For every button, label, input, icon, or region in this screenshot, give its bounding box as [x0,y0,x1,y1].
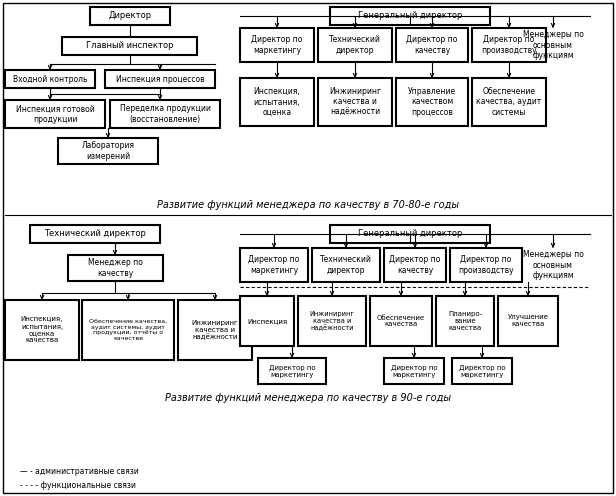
Text: Входной контроль: Входной контроль [13,74,87,83]
Text: Переделка продукции
(восстановление): Переделка продукции (восстановление) [120,104,211,124]
Text: Главный инспектор: Главный инспектор [86,42,173,51]
Text: Управление
качеством
процессов: Управление качеством процессов [408,87,456,117]
Bar [318,28,392,62]
Bar [240,296,294,346]
Text: Директор по
маркетингу: Директор по маркетингу [248,255,300,275]
Bar [384,358,444,384]
Bar [5,100,105,128]
Bar [240,28,314,62]
Text: Директор по
маркетингу: Директор по маркетингу [251,35,302,55]
Text: Директор: Директор [108,11,152,20]
Bar [258,358,326,384]
Text: Планиро-
вание
качества: Планиро- вание качества [448,311,482,331]
Bar [472,78,546,126]
Bar [82,300,174,360]
Bar [5,70,95,88]
Bar [436,296,494,346]
Bar [178,300,252,360]
Text: Менеджеры по
основным
функциям: Менеджеры по основным функциям [522,250,583,280]
Text: Технический
директор: Технический директор [329,35,381,55]
Text: Генеральный директор: Генеральный директор [358,11,462,20]
Bar [105,70,215,88]
Bar [298,296,366,346]
Text: Лаборатория
измерений: Лаборатория измерений [81,141,134,161]
Bar [396,28,468,62]
Text: Директор по
производству: Директор по производству [458,255,514,275]
Text: Развитие функций менеджера по качеству в 90-е годы: Развитие функций менеджера по качеству в… [165,393,451,403]
Bar [452,358,512,384]
Text: Обеспечение качества,
аудит системы, аудит
продукции, отчёты о
качестве: Обеспечение качества, аудит системы, ауд… [89,319,167,341]
Text: Директор по
качеству: Директор по качеству [389,255,440,275]
Text: Генеральный директор: Генеральный директор [358,230,462,239]
Text: Инспекция,
испытания,
оценка: Инспекция, испытания, оценка [254,87,301,117]
Text: Улучшение
качества: Улучшение качества [508,314,548,327]
Text: Инспекция,
испытания,
оценка
качества: Инспекция, испытания, оценка качества [21,316,63,344]
Bar [240,78,314,126]
Text: Директор по
маркетингу: Директор по маркетингу [269,365,315,377]
Bar [312,248,380,282]
Text: - - - - функциональные связи: - - - - функциональные связи [20,482,136,491]
Text: Инжиниринг
качества и
надёжности: Инжиниринг качества и надёжности [192,319,238,340]
Text: Директор по
производству: Директор по производству [481,35,537,55]
Bar [5,300,79,360]
Text: Обеспечение
качества, аудит
системы: Обеспечение качества, аудит системы [476,87,541,117]
Text: Инспекция готовой
продукции: Инспекция готовой продукции [15,104,94,124]
Bar [472,28,546,62]
Text: Директор по
качеству: Директор по качеству [407,35,458,55]
Text: Директор по
маркетингу: Директор по маркетингу [391,365,437,377]
Text: Инспекция: Инспекция [247,318,287,324]
Bar [450,248,522,282]
Bar [370,296,432,346]
Text: Инжиниринг
качества и
надёжности: Инжиниринг качества и надёжности [310,310,354,331]
Text: Развитие функций менеджера по качеству в 70-80-е годы: Развитие функций менеджера по качеству в… [157,200,459,210]
Bar [62,37,197,55]
Text: Менеджер по
качеству: Менеджер по качеству [88,258,143,278]
Text: Менеджеры по
основным
функциям: Менеджеры по основным функциям [522,30,583,60]
Bar [68,255,163,281]
Bar [58,138,158,164]
Text: Обеспечение
качества: Обеспечение качества [377,314,425,327]
Bar [330,225,490,243]
Bar [396,78,468,126]
Text: Директор по
маркетингу: Директор по маркетингу [459,365,505,377]
Bar [498,296,558,346]
Bar [330,7,490,25]
Bar [90,7,170,25]
Text: Технический директор: Технический директор [44,230,146,239]
Bar [240,248,308,282]
Bar [318,78,392,126]
Text: Технический
директор: Технический директор [320,255,372,275]
Text: Инспекция процессов: Инспекция процессов [116,74,205,83]
Text: Инжиниринг
качества и
надёжности: Инжиниринг качества и надёжности [329,87,381,117]
Bar [384,248,446,282]
Bar [30,225,160,243]
Text: — - административные связи: — - административные связи [20,468,139,477]
Bar [110,100,220,128]
